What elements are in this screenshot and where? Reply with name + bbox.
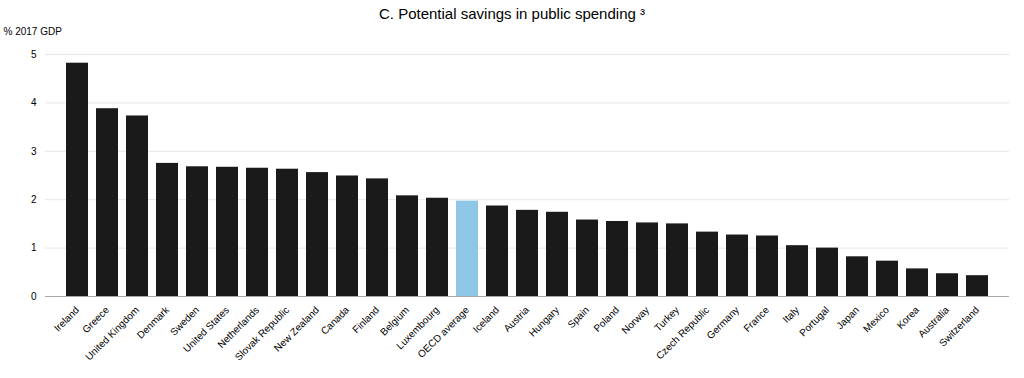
svg-text:Czech Republic: Czech Republic xyxy=(654,304,711,361)
svg-text:Greece: Greece xyxy=(80,304,112,336)
svg-text:Italy: Italy xyxy=(780,304,801,325)
svg-text:% 2017 GDP: % 2017 GDP xyxy=(4,26,63,37)
svg-text:5: 5 xyxy=(31,49,37,60)
svg-text:Belgium: Belgium xyxy=(377,304,412,338)
svg-text:Turkey: Turkey xyxy=(652,304,681,333)
svg-text:Denmark: Denmark xyxy=(135,304,172,341)
svg-text:Switzerland: Switzerland xyxy=(937,304,981,348)
svg-text:Finland: Finland xyxy=(350,304,381,335)
svg-text:4: 4 xyxy=(31,97,37,108)
svg-text:Ireland: Ireland xyxy=(52,304,81,333)
svg-text:Canada: Canada xyxy=(319,304,352,337)
svg-text:United States: United States xyxy=(180,304,232,355)
svg-text:United Kingdom: United Kingdom xyxy=(83,304,141,362)
svg-text:Hungary: Hungary xyxy=(527,304,562,339)
svg-text:2: 2 xyxy=(31,194,37,205)
svg-text:New Zealand: New Zealand xyxy=(272,304,321,353)
svg-text:Mexico: Mexico xyxy=(861,304,891,334)
svg-text:OECD average: OECD average xyxy=(415,304,471,360)
svg-text:Iceland: Iceland xyxy=(471,304,502,335)
svg-text:Netherlands: Netherlands xyxy=(215,304,262,351)
svg-text:Korea: Korea xyxy=(895,304,922,331)
svg-text:Luxembourg: Luxembourg xyxy=(394,304,442,352)
svg-text:Sweden: Sweden xyxy=(167,304,202,338)
svg-text:0: 0 xyxy=(31,291,37,302)
svg-text:France: France xyxy=(741,304,771,334)
html-text:C. Potential savings in public: C. Potential savings in public spending … xyxy=(379,5,645,22)
svg-text:Australia: Australia xyxy=(915,304,952,340)
svg-text:1: 1 xyxy=(31,242,37,253)
svg-text:Poland: Poland xyxy=(591,304,621,334)
svg-text:Norway: Norway xyxy=(619,304,651,336)
svg-text:3: 3 xyxy=(31,146,37,157)
svg-text:Japan: Japan xyxy=(834,304,861,331)
svg-text:Germany: Germany xyxy=(704,304,741,341)
svg-text:Slovak Republic: Slovak Republic xyxy=(233,304,291,362)
svg-text:Spain: Spain xyxy=(565,304,591,330)
svg-text:Austria: Austria xyxy=(501,304,532,334)
svg-text:Portugal: Portugal xyxy=(797,304,831,338)
